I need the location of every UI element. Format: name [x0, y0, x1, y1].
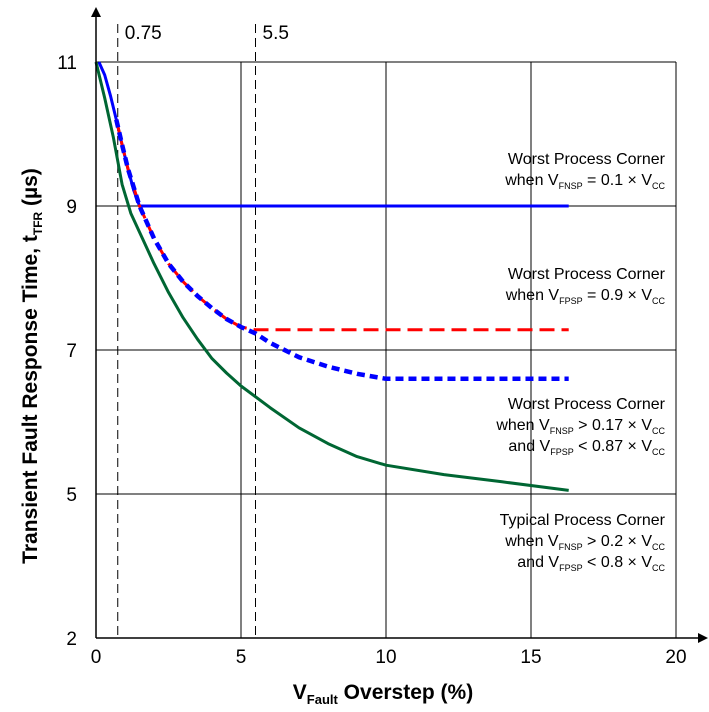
series-lines: [94, 61, 569, 492]
x-tick-label: 5: [236, 647, 247, 668]
series-line-4: [94, 61, 569, 492]
x-tick-label: 15: [520, 647, 541, 668]
series-annotation-line: and VFPSP < 0.8 × VCC: [517, 554, 665, 573]
y-axis-title: Transient Fault Response Time, tTFR (µs): [19, 168, 45, 564]
reference-lines: 0.75 5.5: [117, 23, 289, 638]
x-tick-label: 0: [91, 647, 102, 668]
series-line-2: [114, 119, 569, 332]
series-annotation-line: when VFNSP > 0.2 × VCC: [504, 533, 665, 552]
y-tick-label: 9: [66, 197, 77, 218]
series-annotation-line: Worst Process Corner: [508, 151, 666, 168]
reference-line-label: 5.5: [263, 23, 289, 44]
series-line-1: [97, 61, 569, 208]
x-tick-label: 10: [375, 647, 396, 668]
x-tick-label: 20: [665, 647, 686, 668]
series-annotation-line: when VFNSP = 0.1 × VCC: [504, 172, 665, 191]
y-tick-label: 5: [66, 485, 77, 506]
series-annotation-line: Worst Process Corner: [508, 396, 666, 413]
series-annotation-line: Typical Process Corner: [500, 512, 666, 529]
series-annotation-line: Worst Process Corner: [508, 266, 666, 283]
series-line-3: [114, 119, 569, 382]
series-annotation-line: when VFNSP > 0.17 × VCC: [495, 417, 665, 436]
grid: [96, 62, 676, 638]
axes: [91, 7, 708, 643]
y-tick-label: 2: [66, 629, 77, 650]
x-axis-title: VFault Overstep (%): [293, 681, 473, 707]
annotations: Worst Process Corner when VFNSP = 0.1 × V…: [495, 151, 665, 573]
y-tick-label: 7: [66, 341, 77, 362]
series-annotation-line: and VFPSP < 0.87 × VCC: [508, 438, 665, 457]
reference-line-label: 0.75: [125, 23, 162, 44]
series-annotation-line: when VFPSP = 0.9 × VCC: [505, 287, 666, 306]
y-tick-label: 11: [57, 53, 77, 74]
